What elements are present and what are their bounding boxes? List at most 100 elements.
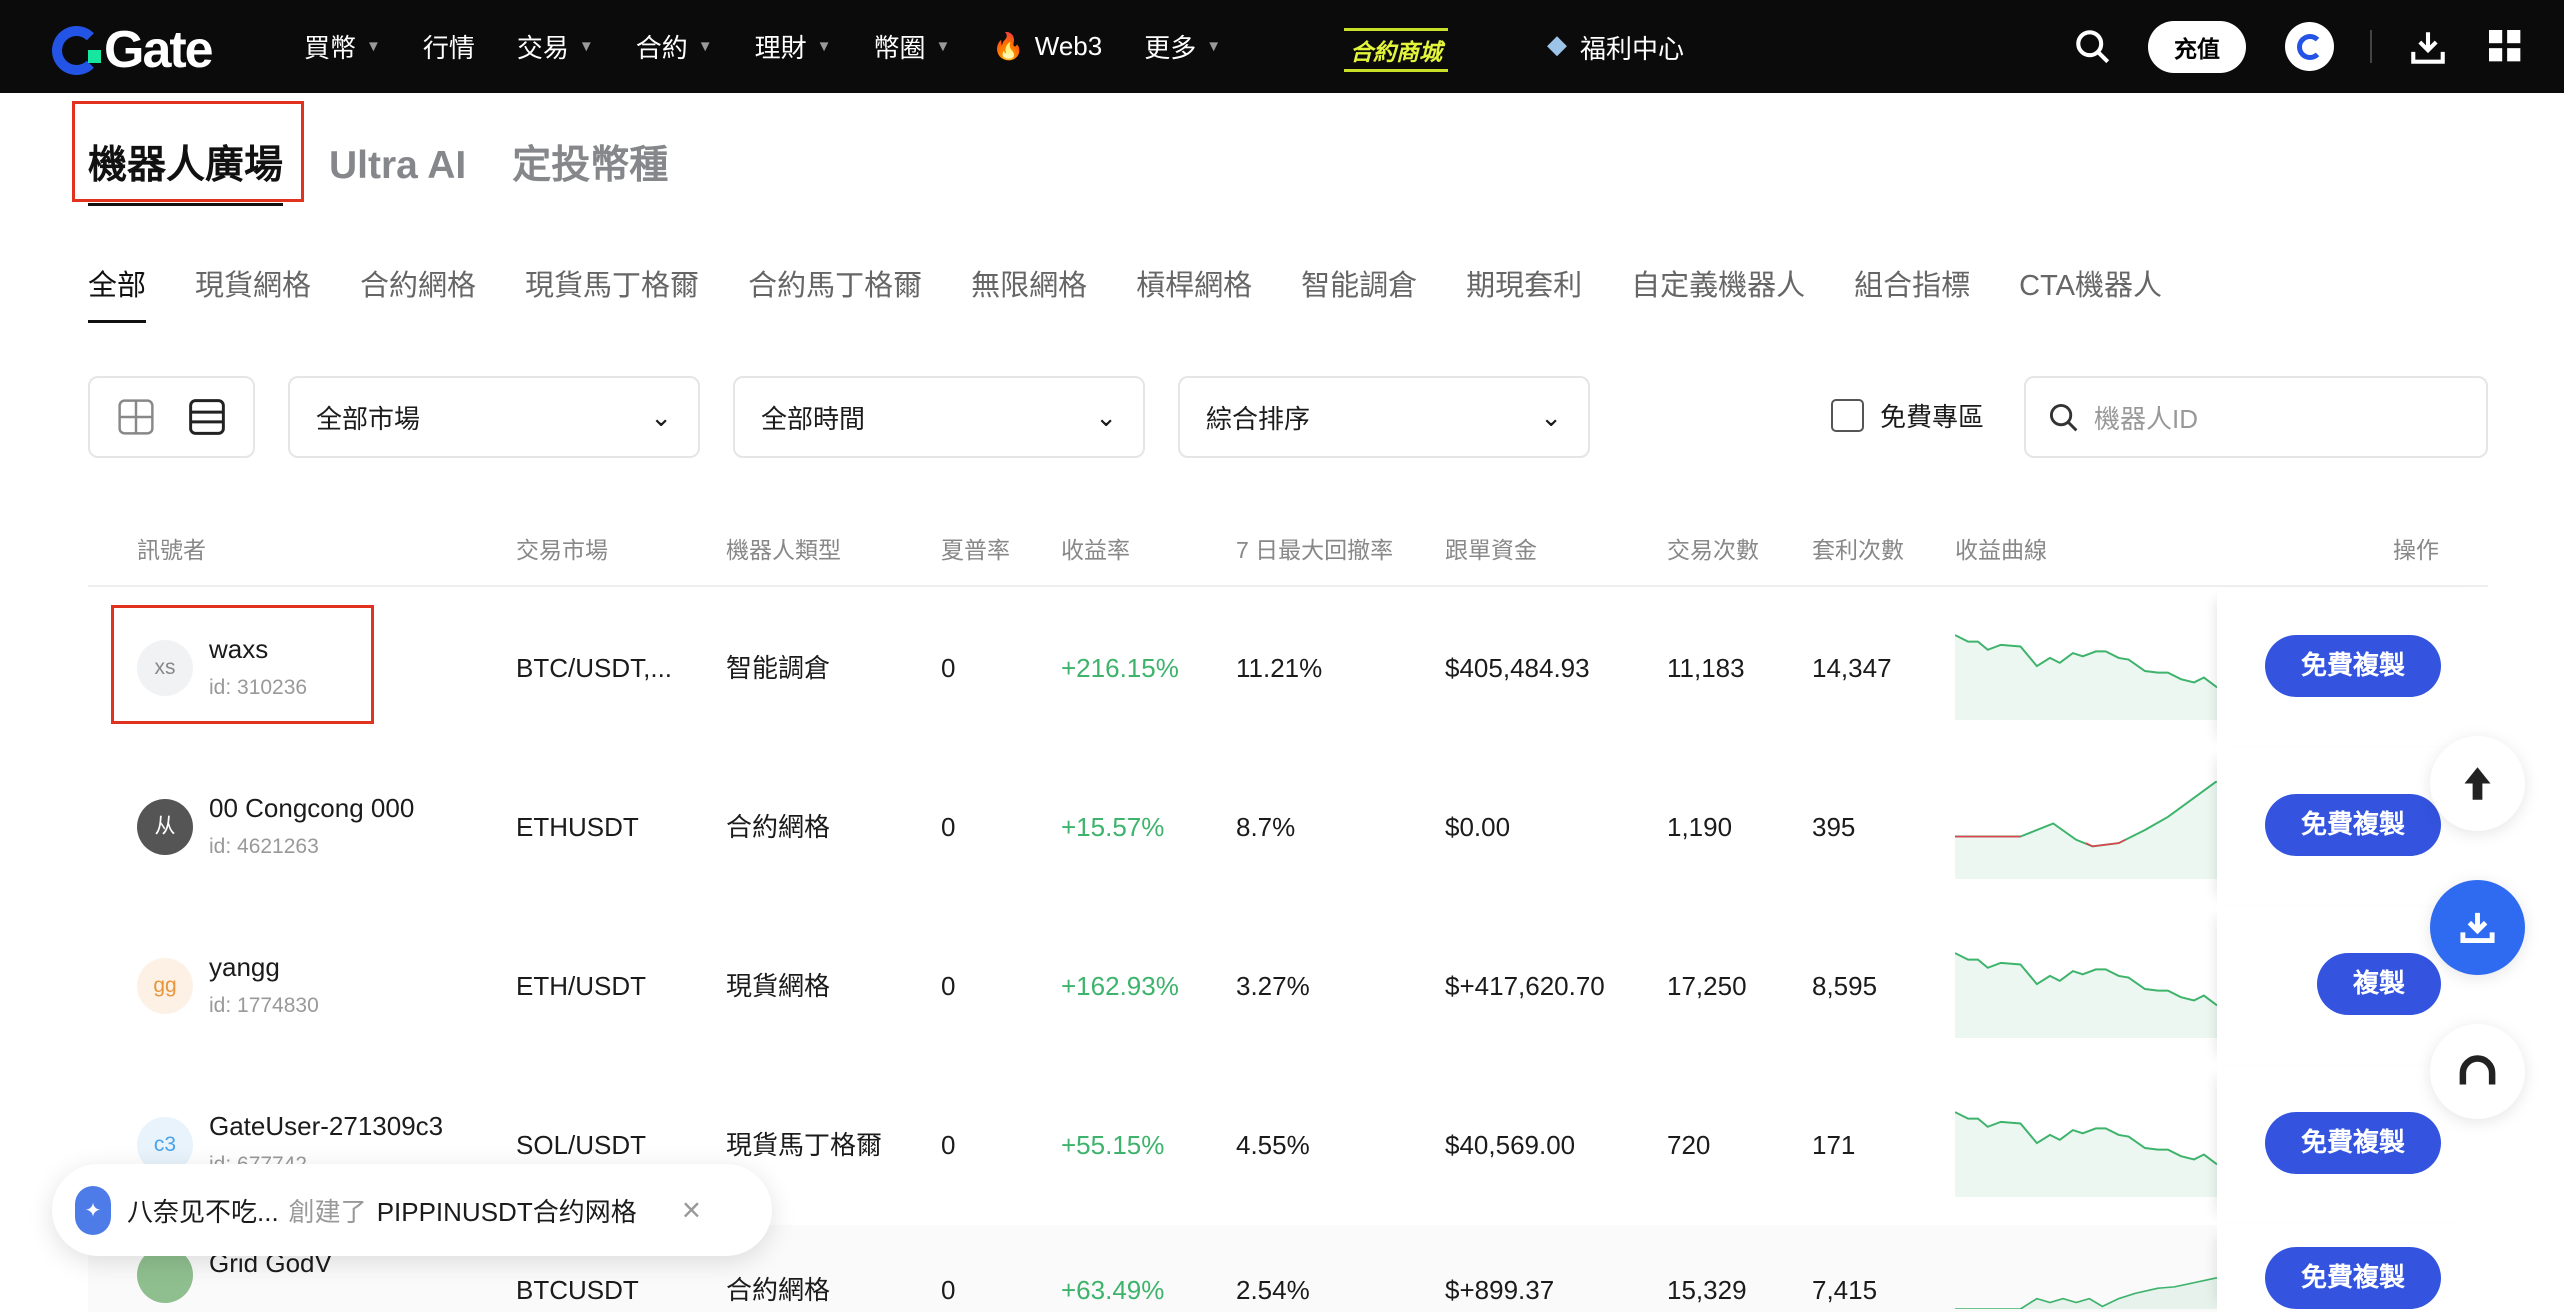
robot-id-search[interactable]: 機器人ID [2024, 376, 2488, 458]
nav-label: 更多 [1144, 33, 1197, 63]
category-tab[interactable]: 現貨網格 [195, 270, 312, 302]
main-tab[interactable]: 機器人廣場 [88, 134, 284, 206]
nav-item[interactable]: 幣圈 ▼ [874, 28, 951, 65]
search-icon[interactable] [2073, 27, 2112, 66]
signal-provider-name[interactable]: GateUser-271309c3 [209, 1111, 444, 1141]
category-tab[interactable]: 無限網格 [971, 270, 1088, 302]
view-toggle[interactable] [88, 376, 255, 458]
category-tab[interactable]: 期現套利 [1466, 270, 1583, 302]
table-row[interactable]: xs waxs id: 310236 BTC/USDT,... 智能調倉 0 +216.15… [88, 589, 2488, 748]
table-row[interactable]: Grid GodV BTCUSDT 合約網格 0 +63.49% 2.54% $+899.3… [88, 1225, 2488, 1312]
category-tab[interactable]: 合約馬丁格爾 [748, 270, 923, 302]
scroll-top-button[interactable] [2430, 736, 2525, 831]
download-icon[interactable] [2408, 27, 2447, 66]
search-placeholder[interactable]: 機器人ID [2094, 403, 2199, 434]
free-zone-label: 免費專區 [1880, 402, 1985, 432]
copy-button[interactable]: 免費複製 [2264, 794, 2441, 856]
signal-provider-name[interactable]: 00 Congcong 000 [209, 793, 415, 823]
cell-market: BTCUSDT [516, 1275, 639, 1305]
cell-funds: $40,569.00 [1445, 1130, 1576, 1160]
top-navbar: Gate 買幣 ▼ 行情 交易 ▼ 合約 ▼ 理財 ▼ 幣圈 ▼ 🔥 Web3 更多 ▼ 合約商城 ◆ 福利中… [0, 0, 2564, 93]
curve-area [1955, 635, 2217, 720]
chevron-down-icon: ⌄ [1540, 401, 1562, 432]
caret-down-icon: ▼ [697, 38, 713, 55]
checkbox[interactable] [1831, 399, 1864, 432]
headset-icon [2459, 1055, 2496, 1085]
cell-type: 現貨網格 [726, 971, 831, 1001]
search-icon [2049, 403, 2078, 431]
category-tab[interactable]: 自定義機器人 [1631, 270, 1806, 302]
caret-down-icon: ▼ [366, 38, 381, 55]
nav-item[interactable]: 更多 ▼ [1144, 28, 1221, 65]
cell-trades: 15,329 [1667, 1275, 1747, 1305]
nav-label: Web3 [1034, 31, 1103, 61]
download-app-button[interactable] [2430, 880, 2525, 975]
category-tab[interactable]: 合約網格 [360, 270, 477, 302]
avatar: xs [137, 640, 193, 696]
avatar-initials: gg [153, 973, 177, 997]
sort-select[interactable]: 綜合排序 ⌄ [1178, 376, 1590, 458]
list-view-icon[interactable] [189, 399, 226, 435]
category-tab[interactable]: CTA機器人 [2019, 270, 2163, 302]
cell-sharpe: 0 [941, 971, 956, 1001]
grid-view-icon[interactable] [118, 399, 154, 435]
copy-button[interactable]: 複製 [2316, 953, 2441, 1015]
category-tab[interactable]: 全部 [88, 262, 147, 323]
category-tab[interactable]: 組合指標 [1854, 270, 1971, 302]
fire-icon: 🔥 [992, 31, 1025, 61]
main-tab[interactable]: Ultra AI [329, 144, 467, 187]
signal-provider-name[interactable]: yangg [209, 952, 280, 982]
nav-item[interactable]: 理財 ▼ [755, 28, 832, 65]
support-button[interactable] [2430, 1024, 2525, 1119]
column-header: 套利次數 [1812, 537, 1904, 563]
close-icon[interactable]: × [681, 1191, 701, 1228]
signal-provider-name[interactable]: waxs [209, 634, 269, 664]
cell-trades: 1,190 [1667, 812, 1733, 842]
category-tab[interactable]: 槓桿網格 [1136, 270, 1253, 302]
avatar [137, 1247, 193, 1303]
category-tab[interactable]: 智能調倉 [1301, 270, 1418, 302]
table-row[interactable]: 从 00 Congcong 000 id: 4621263 ETHUSDT 合約網格 0 +… [88, 748, 2488, 907]
nav-item[interactable]: 行情 [423, 28, 475, 65]
main-tab[interactable]: 定投幣種 [512, 144, 669, 187]
copy-button[interactable]: 免費複製 [2264, 1112, 2441, 1174]
category-tab[interactable]: 現貨馬丁格爾 [525, 270, 700, 302]
contract-shop-badge[interactable]: 合約商城 [1344, 28, 1448, 72]
nav-item[interactable]: 合約 ▼ [636, 28, 713, 65]
time-select[interactable]: 全部時間 ⌄ [733, 376, 1145, 458]
nav-item[interactable]: 買幣 ▼ [304, 28, 381, 65]
toast-verb: 創建了 [288, 1196, 367, 1227]
curve-area [1955, 781, 2217, 879]
market-select[interactable]: 全部市場 ⌄ [288, 376, 700, 458]
cell-sharpe: 0 [941, 1130, 956, 1160]
gate-logo[interactable]: Gate [52, 20, 214, 80]
cell-roi: +55.15% [1061, 1130, 1165, 1160]
user-avatar[interactable] [2285, 22, 2334, 71]
nav-label: 理財 [754, 33, 807, 63]
cell-mdd: 11.21% [1236, 653, 1323, 683]
copy-button[interactable]: 免費複製 [2264, 635, 2441, 697]
avatar-initials: c3 [153, 1132, 177, 1156]
logo-text: Gate [104, 21, 214, 79]
nav-label: 幣圈 [873, 33, 926, 63]
copy-button[interactable]: 免費複製 [2264, 1247, 2441, 1309]
column-header: 交易市場 [516, 537, 608, 563]
free-zone-checkbox[interactable]: 免費專區 [1831, 397, 1984, 434]
welfare-center-link[interactable]: ◆ 福利中心 [1547, 29, 1684, 66]
apps-grid-icon[interactable] [2486, 27, 2525, 66]
caret-down-icon: ▼ [935, 38, 951, 55]
column-header: 收益率 [1061, 537, 1130, 563]
caret-down-icon: ▼ [816, 38, 832, 55]
profit-curve-sparkline [1955, 781, 2217, 879]
recharge-button[interactable]: 充值 [2148, 20, 2246, 73]
column-header: 夏普率 [941, 537, 1010, 563]
curve-line [1955, 634, 2217, 689]
cell-arb: 14,347 [1812, 653, 1892, 683]
nav-item[interactable]: 🔥 Web3 [992, 31, 1102, 62]
cell-mdd: 3.27% [1236, 971, 1310, 1001]
table-row[interactable]: gg yangg id: 1774830 ETH/USDT 現貨網格 0 +162.93% 3… [88, 907, 2488, 1066]
nav-item[interactable]: 交易 ▼ [517, 28, 594, 65]
cell-sharpe: 0 [941, 1275, 956, 1305]
cell-mdd: 4.55% [1236, 1130, 1310, 1160]
